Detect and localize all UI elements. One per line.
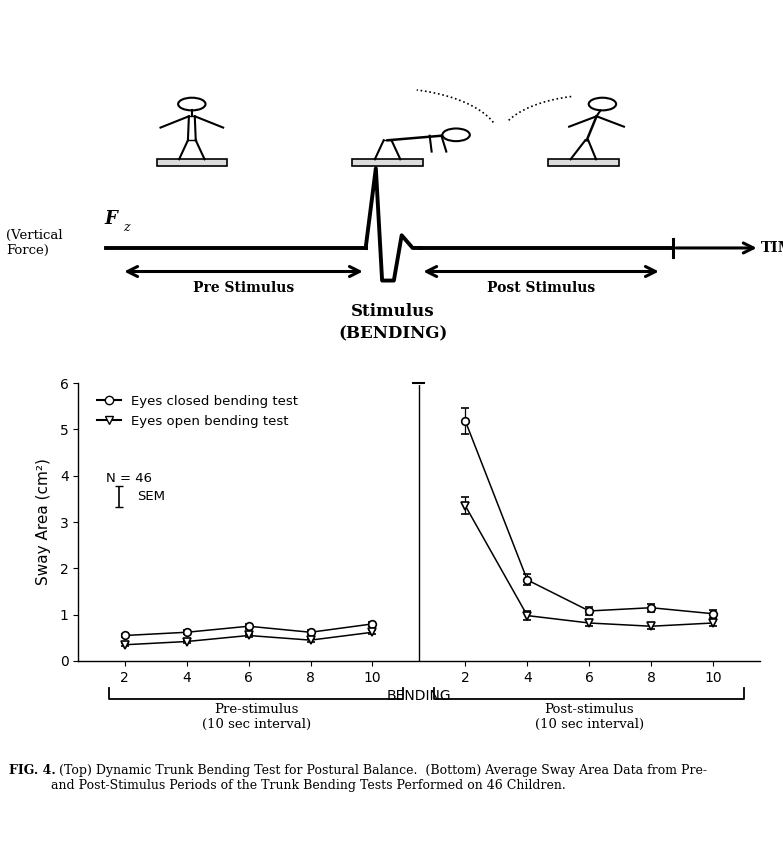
Text: (BENDING): (BENDING) [338,326,448,343]
Text: Stimulus: Stimulus [352,303,435,320]
Text: Pre Stimulus: Pre Stimulus [193,280,294,295]
Text: Post-stimulus
(10 sec interval): Post-stimulus (10 sec interval) [535,703,644,731]
Circle shape [442,129,470,141]
Text: Pre-stimulus
(10 sec interval): Pre-stimulus (10 sec interval) [202,703,311,731]
Text: SEM: SEM [137,490,165,503]
Text: N = 46: N = 46 [106,472,152,485]
FancyBboxPatch shape [157,159,227,166]
X-axis label: BENDING: BENDING [387,689,451,703]
FancyBboxPatch shape [548,159,619,166]
Text: (Vertical
Force): (Vertical Force) [6,228,63,257]
Text: z: z [124,221,130,234]
Text: TIME: TIME [761,241,783,255]
Text: F: F [105,210,117,228]
Text: FIG. 4.: FIG. 4. [9,764,56,777]
Y-axis label: Sway Area (cm²): Sway Area (cm²) [36,459,52,585]
Text: Post Stimulus: Post Stimulus [487,280,595,295]
Text: (Top) Dynamic Trunk Bending Test for Postural Balance.  (Bottom) Average Sway Ar: (Top) Dynamic Trunk Bending Test for Pos… [51,764,707,791]
Circle shape [179,98,206,110]
Legend: Eyes closed bending test, Eyes open bending test: Eyes closed bending test, Eyes open bend… [92,390,304,433]
FancyBboxPatch shape [352,159,423,166]
Circle shape [589,98,616,110]
